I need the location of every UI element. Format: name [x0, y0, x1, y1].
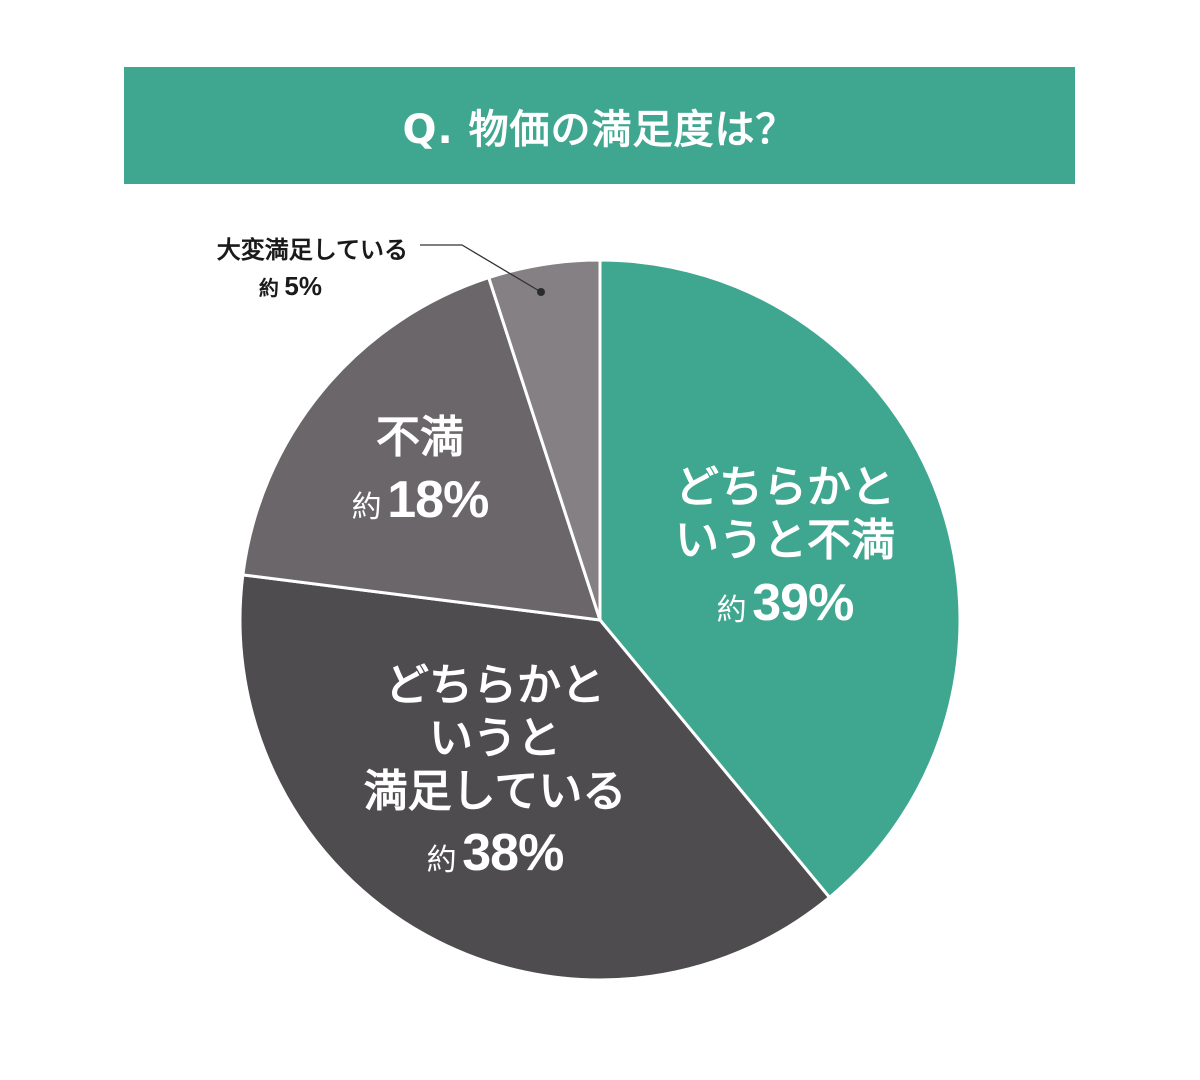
label-dissatisfied: 不満 約 18% [351, 412, 490, 529]
slice-satisfied-somewhat [238, 573, 831, 982]
slice-dissatisfied-somewhat [598, 258, 962, 899]
chart-title: Q. 物価の満足度は？ [402, 106, 797, 153]
label-very-satisfied: 大変満足している 約 5% [216, 236, 408, 301]
leader-line [420, 244, 545, 296]
label-dissatisfied-somewhat: どちらかと いうと不満 約 39% [675, 462, 895, 632]
chart-title-bar: Q. 物価の満足度は？ [124, 67, 1075, 184]
slice-dissatisfied [241, 276, 602, 622]
label-satisfied-somewhat: どちらかと いうと 満足している 約 38% [363, 660, 627, 883]
slice-very-satisfied [487, 258, 602, 622]
